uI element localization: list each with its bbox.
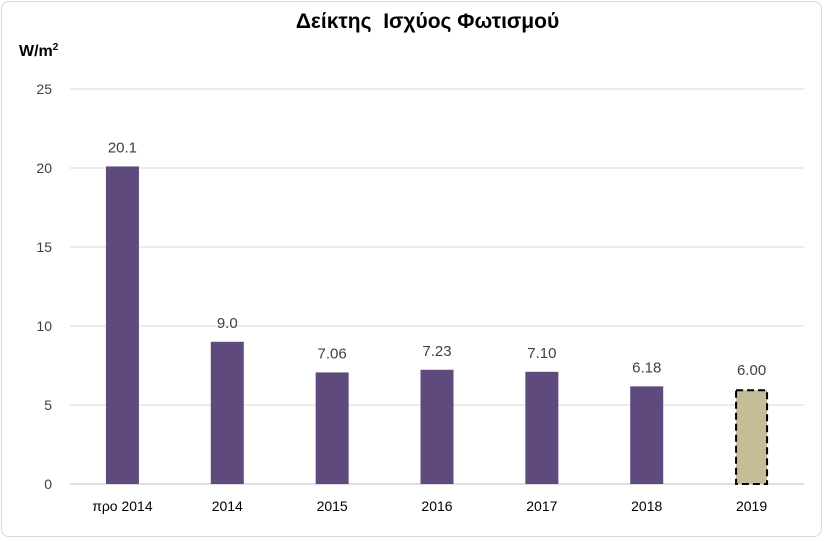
bar bbox=[105, 166, 139, 485]
x-tick-labels: προ 2014 2014 2015 2016 2017 2018 2019 bbox=[92, 498, 767, 514]
chart-title: Δείκτης Ισχύος Φωτισμού bbox=[295, 10, 560, 33]
x-tick-label: 2015 bbox=[317, 498, 348, 514]
data-label: 9.0 bbox=[217, 315, 238, 332]
y-tick-label: 25 bbox=[36, 81, 52, 97]
data-label: 20.1 bbox=[108, 139, 137, 156]
x-tick-label: προ 2014 bbox=[92, 498, 153, 514]
data-label: 6.00 bbox=[737, 362, 766, 379]
x-tick-label: 2019 bbox=[736, 498, 767, 514]
data-label: 7.23 bbox=[422, 343, 451, 360]
bar bbox=[315, 372, 349, 484]
bar-highlighted bbox=[735, 389, 769, 486]
data-label: 7.06 bbox=[318, 345, 347, 362]
x-tick-label: 2018 bbox=[631, 498, 662, 514]
y-tick-label: 20 bbox=[36, 160, 52, 176]
y-axis-unit-exponent: 2 bbox=[52, 42, 59, 53]
y-tick-label: 10 bbox=[36, 318, 52, 334]
bar bbox=[420, 369, 454, 484]
data-labels: 20.1 9.0 7.06 7.23 7.10 6.18 6.00 bbox=[108, 139, 766, 379]
bar bbox=[630, 386, 664, 484]
data-label: 7.10 bbox=[527, 345, 556, 362]
y-tick-labels: 0 5 10 15 20 25 bbox=[36, 81, 52, 492]
bar bbox=[525, 371, 559, 484]
data-label: 6.18 bbox=[632, 359, 661, 376]
x-tick-label: 2016 bbox=[421, 498, 452, 514]
bars bbox=[105, 166, 769, 486]
y-tick-label: 0 bbox=[44, 476, 52, 492]
y-axis-unit-base: W/m bbox=[19, 43, 53, 60]
y-tick-label: 5 bbox=[44, 397, 52, 413]
y-tick-label: 15 bbox=[36, 239, 52, 255]
x-tick-label: 2014 bbox=[212, 498, 243, 514]
x-tick-label: 2017 bbox=[526, 498, 557, 514]
y-axis-unit-label: W/m2 bbox=[19, 42, 58, 61]
bar bbox=[210, 341, 244, 484]
